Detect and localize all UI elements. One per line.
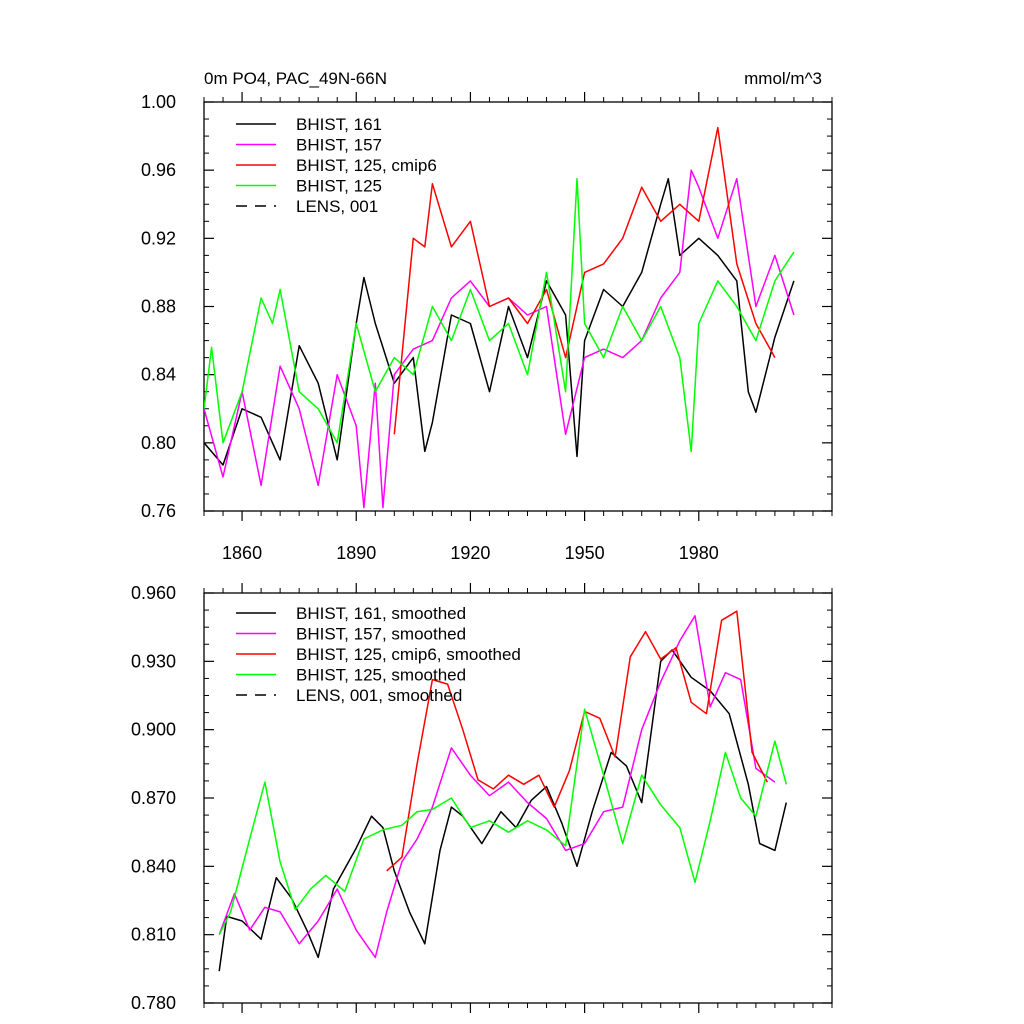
legend-label: BHIST, 125 bbox=[296, 177, 382, 196]
y-tick-label: 0.92 bbox=[141, 228, 176, 248]
y-tick-label: 0.96 bbox=[141, 160, 176, 180]
series-line-bhist-125-smoothed bbox=[218, 708, 788, 936]
top-panel: 0.76 0.80 0.84 0.88 0.92 0.96 1.00 1860 1890 1920… bbox=[141, 69, 833, 563]
y-tick-label: 0.780 bbox=[131, 993, 176, 1013]
series-line-bhist-125-cmip6-smoothed bbox=[386, 610, 768, 872]
x-tick-label: 1950 bbox=[565, 543, 605, 563]
legend-label: BHIST, 125, cmip6, smoothed bbox=[296, 645, 521, 664]
y-tick-label: 0.840 bbox=[131, 856, 176, 876]
x-tick-label: 1980 bbox=[679, 543, 719, 563]
y-tick-label: 0.76 bbox=[141, 501, 176, 521]
x-tick-label: 1890 bbox=[336, 543, 376, 563]
series-line-bhist-157 bbox=[204, 169, 795, 509]
y-tick-label: 0.84 bbox=[141, 365, 176, 385]
legend-label: LENS, 001, smoothed bbox=[296, 686, 462, 705]
y-tick-label: 0.930 bbox=[131, 651, 176, 671]
legend-label: BHIST, 157, smoothed bbox=[296, 625, 466, 644]
x-tick-label: 1920 bbox=[450, 543, 490, 563]
chart-units: mmol/m^3 bbox=[744, 69, 822, 88]
series-line-bhist-161-smoothed bbox=[218, 649, 788, 972]
legend-label: LENS, 001 bbox=[296, 197, 378, 216]
series-line-bhist-161 bbox=[204, 177, 795, 466]
chart-title: 0m PO4, PAC_49N-66N bbox=[204, 69, 387, 88]
legend-label: BHIST, 161 bbox=[296, 115, 382, 134]
y-tick-label: 0.810 bbox=[131, 925, 176, 945]
y-tick-label: 0.870 bbox=[131, 788, 176, 808]
y-tick-label: 1.00 bbox=[141, 92, 176, 112]
y-tick-label: 0.960 bbox=[131, 583, 176, 603]
y-tick-label: 0.88 bbox=[141, 297, 176, 317]
y-tick-label: 0.900 bbox=[131, 720, 176, 740]
bottom-panel: 0.780 0.810 0.840 0.870 0.900 0.930 0.960 BHIST… bbox=[131, 583, 833, 1013]
series-line-bhist-125 bbox=[204, 177, 795, 453]
x-tick-label: 1860 bbox=[222, 543, 262, 563]
series-line-bhist-157-smoothed bbox=[218, 615, 776, 959]
legend-label: BHIST, 157 bbox=[296, 136, 382, 155]
legend-label: BHIST, 125, cmip6 bbox=[296, 156, 437, 175]
y-tick-label: 0.80 bbox=[141, 433, 176, 453]
legend-label: BHIST, 125, smoothed bbox=[296, 666, 466, 685]
series-line-bhist-125-cmip6 bbox=[393, 126, 776, 435]
legend-label: BHIST, 161, smoothed bbox=[296, 604, 466, 623]
